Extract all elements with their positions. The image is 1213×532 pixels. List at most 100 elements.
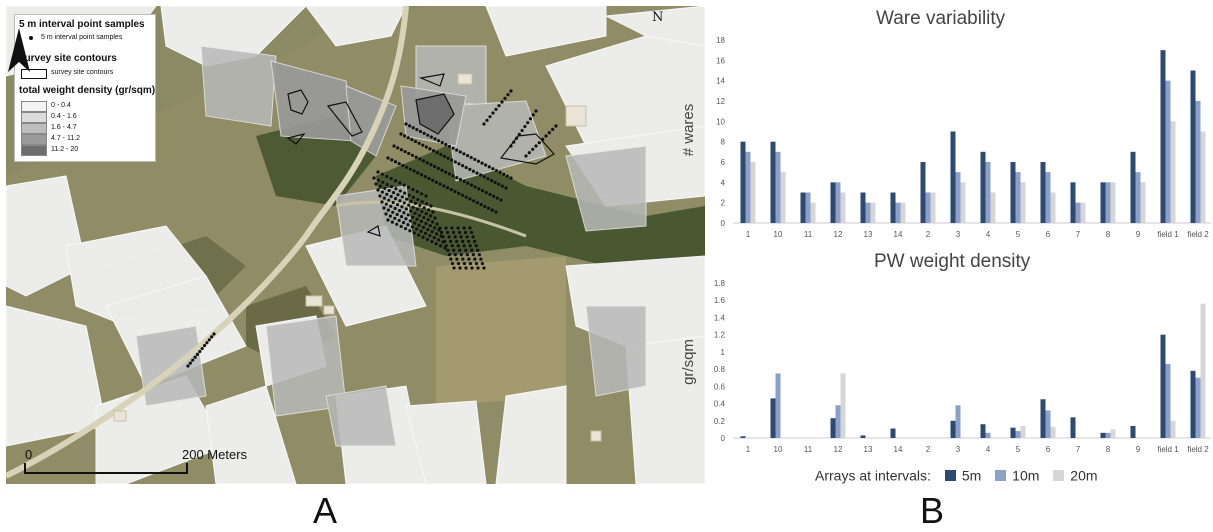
sample-point	[424, 194, 428, 198]
sample-point	[465, 154, 470, 158]
sample-point	[531, 147, 535, 151]
sample-point	[399, 224, 403, 229]
sample-point	[467, 239, 471, 243]
bar-5m-13	[860, 192, 866, 223]
sample-point	[471, 235, 475, 239]
sample-point	[500, 100, 504, 104]
sample-point	[405, 197, 409, 201]
sample-point	[195, 352, 200, 356]
bar-10m-8	[1105, 432, 1111, 438]
sample-point	[509, 89, 513, 93]
sample-point	[420, 200, 424, 204]
bar-10m-9	[1135, 172, 1141, 223]
sample-point	[487, 165, 491, 169]
sample-point	[554, 124, 558, 128]
sample-point	[447, 172, 451, 176]
sample-point	[427, 208, 431, 212]
sample-point	[551, 127, 555, 131]
bar-20m-6	[1050, 192, 1056, 223]
sample-point	[497, 182, 501, 186]
sample-point	[383, 186, 387, 190]
sample-point	[477, 253, 481, 257]
sample-point	[403, 149, 407, 154]
sample-point	[429, 135, 433, 139]
sample-point	[421, 159, 426, 163]
sample-point	[506, 93, 510, 97]
sample-point	[413, 201, 418, 205]
sample-point	[422, 131, 426, 135]
sample-point	[514, 136, 519, 140]
bar-10m-12	[835, 405, 841, 438]
sample-point	[443, 239, 447, 243]
sample-point	[382, 196, 386, 200]
sample-point	[520, 128, 524, 133]
sample-point	[435, 232, 439, 236]
legend-class-swatch	[21, 112, 47, 123]
bar-20m-14	[900, 202, 906, 223]
sample-point	[391, 210, 395, 214]
sample-point	[450, 158, 454, 162]
sample-point	[462, 179, 466, 183]
scale-bar	[24, 472, 188, 474]
bar-10m-8	[1105, 182, 1111, 223]
sample-point	[528, 117, 533, 121]
bar-20m-1	[750, 162, 756, 223]
sample-point	[419, 219, 424, 223]
sample-point	[488, 115, 492, 119]
sample-point	[473, 239, 477, 243]
sample-point	[441, 235, 445, 239]
bar-10m-4	[985, 162, 991, 223]
bar-20m-8	[1110, 429, 1116, 438]
sample-point	[205, 341, 209, 345]
sample-point	[418, 203, 422, 208]
bar-5m-14	[890, 428, 896, 438]
legend-class-swatch	[21, 123, 47, 134]
bar-20m-6	[1050, 426, 1056, 438]
sample-point	[413, 221, 417, 225]
sample-point	[378, 184, 382, 188]
x-tick-label: 1	[746, 230, 751, 239]
sample-point	[444, 142, 448, 147]
sample-point	[376, 178, 380, 182]
x-tick-label: 8	[1106, 230, 1111, 239]
bar-5m-2	[920, 162, 926, 223]
legend-class-swatch	[21, 145, 47, 156]
sample-point	[426, 227, 430, 232]
sample-point	[466, 181, 470, 185]
y-tick-label: 0.8	[714, 365, 726, 374]
sample-point	[412, 231, 416, 235]
sample-point	[411, 187, 415, 192]
y-tick-label: 0.2	[714, 417, 726, 426]
sample-point	[399, 148, 403, 152]
bar-10m-field-1	[1165, 80, 1171, 224]
scale-bar-end-label: 200 Meters	[182, 447, 248, 462]
x-tick-label: 14	[894, 445, 903, 454]
sample-point	[393, 197, 398, 201]
bar-10m-10	[775, 373, 781, 438]
sample-point	[434, 242, 438, 246]
sample-point	[395, 212, 399, 217]
sample-point	[409, 209, 413, 213]
sample-point	[456, 261, 461, 266]
y-tick-label: 4	[721, 178, 726, 187]
sample-point	[475, 171, 479, 175]
bar-5m-3	[950, 420, 956, 438]
sample-point	[470, 248, 474, 252]
sample-point	[509, 176, 513, 180]
sample-point	[401, 221, 406, 225]
sample-point	[462, 244, 466, 248]
sample-point	[415, 217, 419, 221]
sample-point	[386, 218, 390, 222]
sample-point	[504, 186, 508, 190]
sample-point	[485, 118, 489, 122]
sample-point	[470, 266, 474, 270]
sample-point	[453, 160, 457, 164]
x-tick-label: 5	[1016, 230, 1021, 239]
legend-swatch-20m	[1053, 469, 1065, 481]
sample-point	[439, 152, 443, 157]
sample-point	[479, 202, 483, 207]
sample-point	[464, 165, 468, 170]
sample-point	[418, 157, 422, 161]
sample-point	[482, 122, 486, 126]
